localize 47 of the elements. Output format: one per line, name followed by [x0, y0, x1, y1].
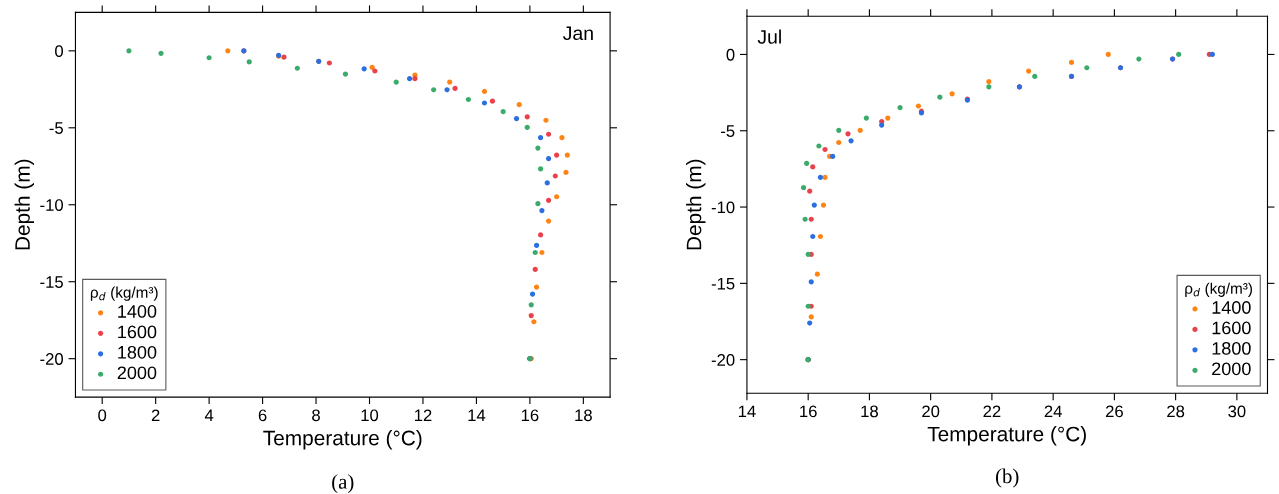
y-tick-label: -5: [49, 122, 63, 134]
legend-label: 2000: [117, 366, 157, 380]
legend-title: ρ$_{d}$ (kg/m³): [1185, 282, 1252, 297]
x-tick-label: 16: [800, 405, 817, 418]
x-tick-label: 24: [1044, 405, 1062, 418]
legend-label: 1400: [118, 305, 157, 318]
y-tick-label: -15: [40, 276, 63, 288]
y-tick-label: -20: [711, 354, 735, 366]
y-tick-label: 0: [726, 48, 735, 61]
x-axis-title: Temperature (°C): [263, 430, 422, 450]
legend-label: 2000: [1212, 362, 1251, 376]
y-tick-label: -10: [40, 199, 64, 211]
y-axis-title: Depth (m): [14, 159, 35, 250]
x-tick-label: 6: [258, 409, 267, 422]
text: Jul: [757, 29, 781, 44]
x-tick-label: 0: [98, 409, 107, 422]
x-tick-label: 18: [575, 409, 592, 422]
legend-title: ρ$_{d}$ (kg/m³): [90, 286, 158, 301]
x-tick-label: 18: [861, 405, 878, 418]
y-axis-title: Depth (m): [686, 159, 706, 250]
x-tick-label: 12: [414, 409, 432, 422]
y-tick-label: 0: [55, 45, 63, 58]
legend-label: 1800: [1212, 341, 1251, 355]
legend-label: 1600: [1212, 321, 1251, 335]
y-tick-label: -5: [721, 125, 735, 137]
text: (a): [332, 474, 354, 494]
x-tick-label: 8: [312, 409, 320, 422]
x-tick-label: 4: [204, 409, 214, 422]
legend-label: 1400: [1212, 301, 1251, 314]
text: (b): [995, 468, 1019, 488]
x-tick-label: 30: [1228, 405, 1246, 418]
y-tick-label: -15: [711, 277, 735, 290]
x-tick-label: 26: [1105, 405, 1123, 418]
x-tick-label: 2: [151, 409, 160, 422]
x-tick-label: 28: [1167, 405, 1185, 418]
y-tick-label: -20: [40, 353, 64, 365]
legend-label: 1800: [118, 345, 157, 359]
x-axis-title: Temperature (°C): [927, 426, 1086, 446]
x-tick-label: 22: [983, 405, 1001, 418]
x-tick-label: 16: [521, 409, 539, 422]
x-tick-label: 14: [738, 405, 756, 418]
x-tick-label: 20: [922, 405, 940, 418]
text: Jan: [563, 26, 593, 41]
y-tick-label: -10: [711, 201, 735, 214]
x-tick-label: 10: [361, 409, 379, 422]
x-tick-label: 14: [468, 409, 486, 422]
legend-label: 1600: [118, 325, 157, 339]
